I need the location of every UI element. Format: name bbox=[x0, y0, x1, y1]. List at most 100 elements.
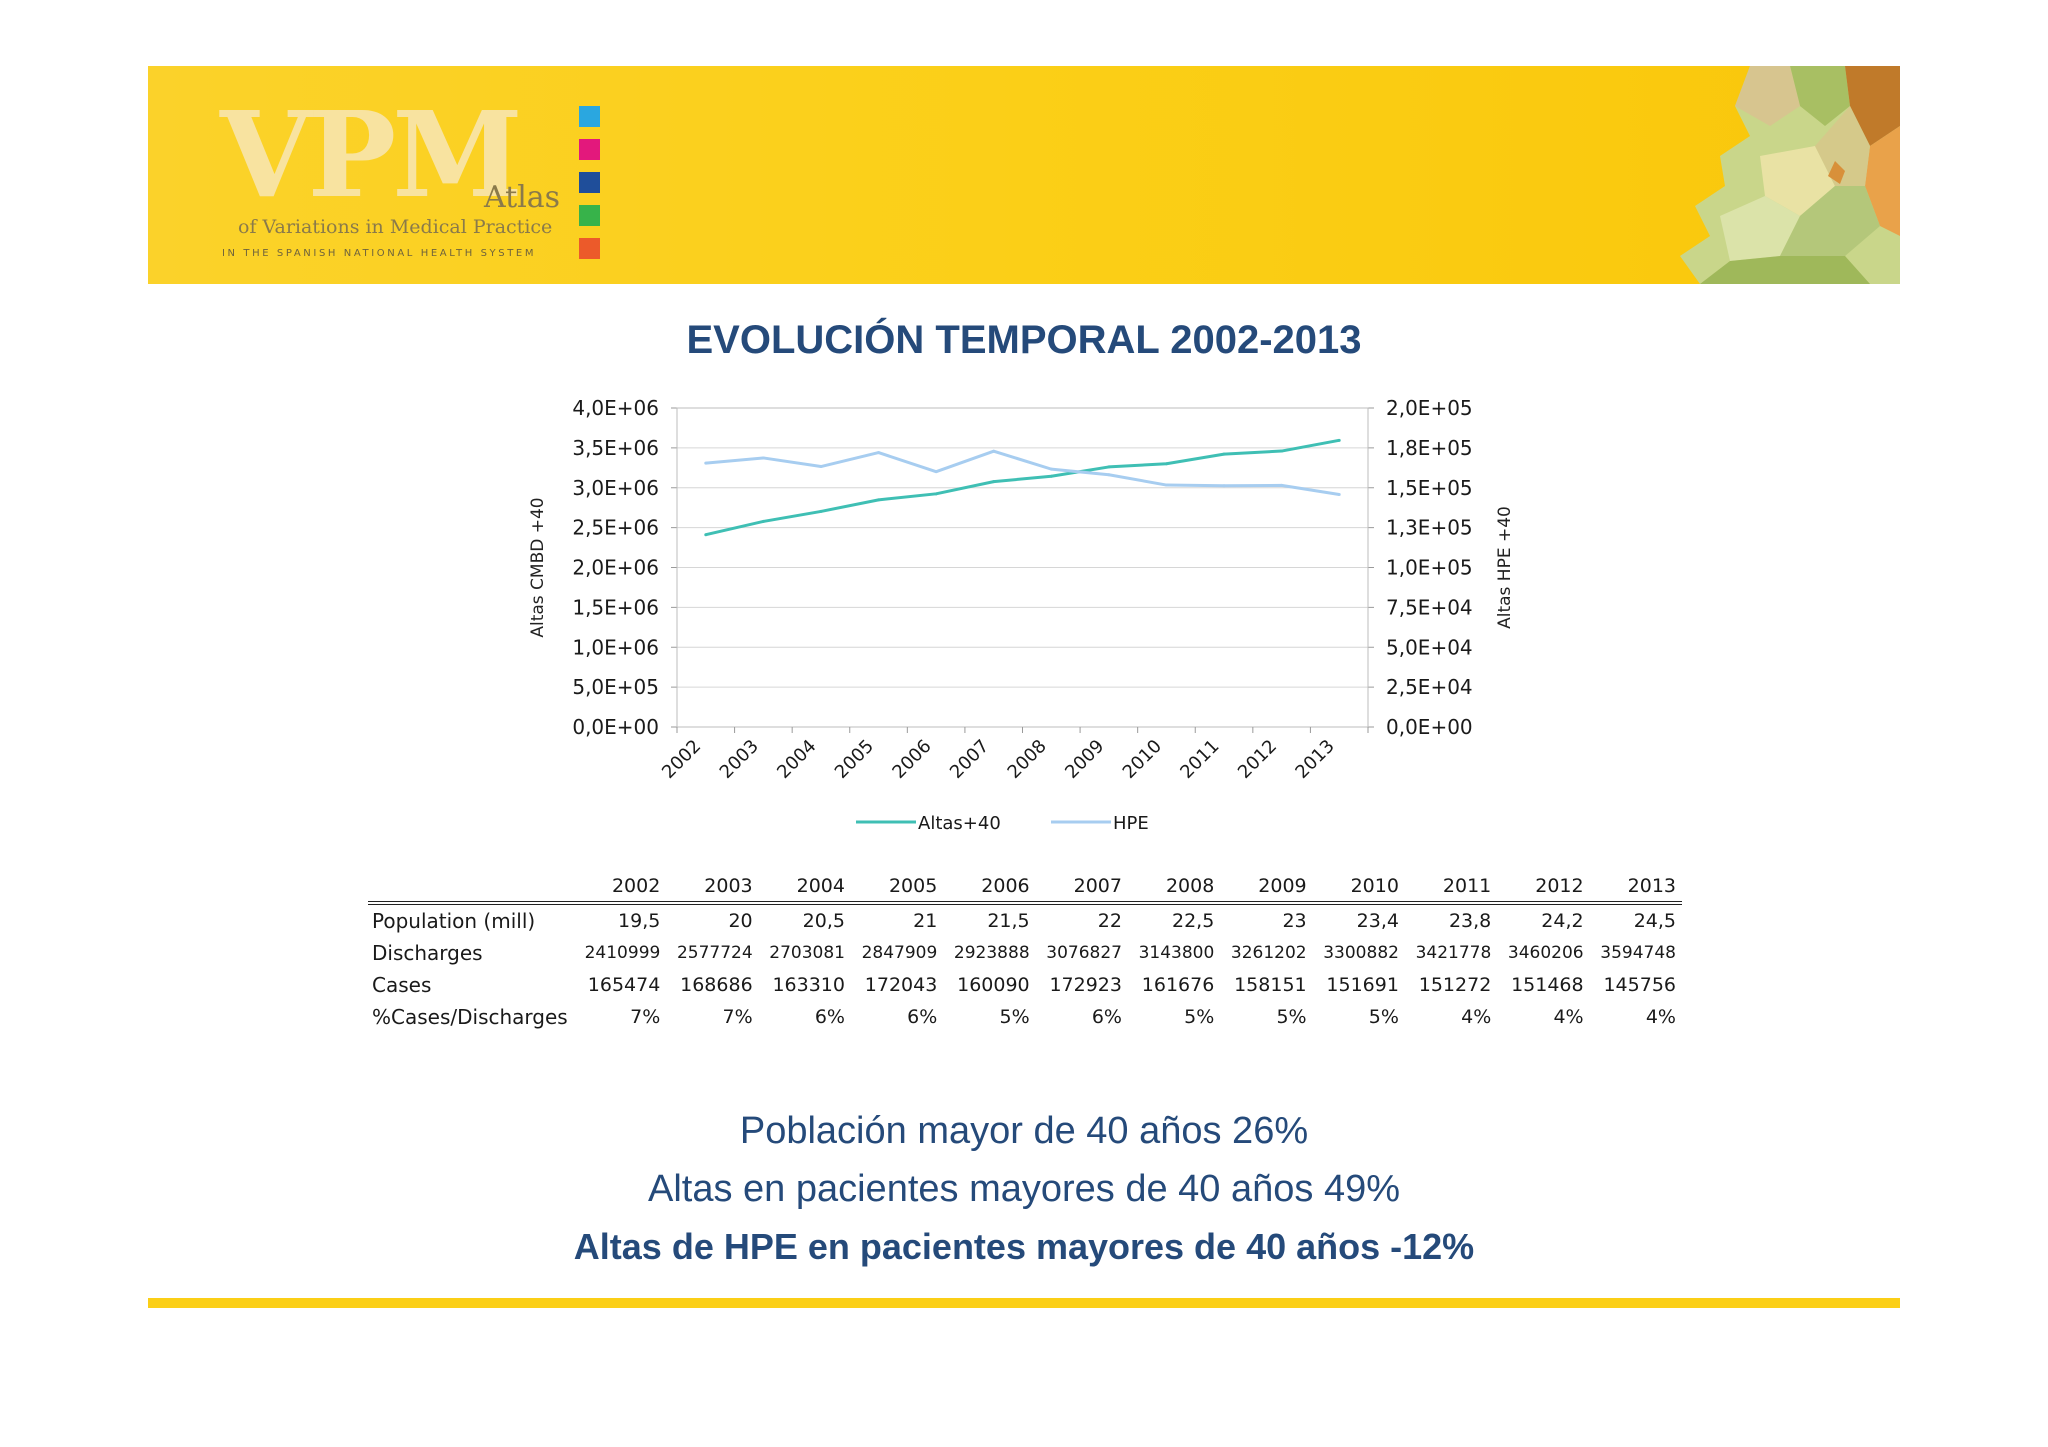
footer-hpe-line: Altas de HPE en pacientes mayores de 40 … bbox=[573, 1226, 1475, 1267]
data-table: 2002 2003 2004 2005 2006 2007 2008 2009 2010 2011… bbox=[368, 873, 1682, 1033]
table-row: %Cases/Discharges 7% 7% 6% 6% 5% 6% 5% 5% 5% 4% 4% 4… bbox=[368, 1001, 1682, 1033]
table-cell: 6% bbox=[814, 1006, 845, 1028]
logo-tagline: IN THE SPANISH NATIONAL HEALTH SYSTEM bbox=[222, 248, 537, 259]
table-cell: 20 bbox=[728, 910, 753, 932]
table-cell: 2410999 bbox=[584, 943, 661, 963]
table-row: Discharges 2410999 2577724 2703081 2847909 29… bbox=[368, 937, 1682, 969]
left-tick-label: 1,0E+06 bbox=[572, 635, 659, 659]
table-cell: 22,5 bbox=[1171, 910, 1215, 932]
x-tick-label: 2002 bbox=[658, 736, 705, 783]
data-point bbox=[1222, 452, 1226, 456]
table-cell: 7% bbox=[630, 1006, 661, 1028]
chart-title: EVOLUCIÓN TEMPORAL 2002-2013 bbox=[686, 318, 1362, 362]
footer-discharges-line: Altas en pacientes mayores de 40 años 49… bbox=[647, 1168, 1401, 1210]
footer-population-line: Población mayor de 40 años 26% bbox=[739, 1110, 1309, 1152]
table-cell: 161676 bbox=[1141, 974, 1215, 996]
right-tick-label: 2,5E+04 bbox=[1386, 675, 1473, 699]
table-cell: 3421778 bbox=[1415, 943, 1492, 963]
left-axis-tick-labels: 0,0E+00 5,0E+05 1,0E+06 1,5E+06 2,0E+06 2,5E+… bbox=[572, 396, 659, 739]
table-header-year: 2008 bbox=[1127, 873, 1221, 905]
table-header-row: 2002 2003 2004 2005 2006 2007 2008 2009 2010 2011… bbox=[368, 873, 1682, 905]
table-cell: 172923 bbox=[1049, 974, 1122, 996]
table-cell: 5% bbox=[1276, 1006, 1307, 1028]
x-tick-label: 2006 bbox=[888, 736, 935, 783]
spain-map-illustration bbox=[1680, 66, 1900, 284]
data-point bbox=[1049, 474, 1053, 478]
left-tick-label: 3,5E+06 bbox=[572, 436, 659, 460]
table-header-year: 2005 bbox=[850, 873, 944, 905]
left-axis-label: Altas CMBD +40 bbox=[528, 497, 548, 637]
left-tick-label: 1,5E+06 bbox=[572, 595, 659, 619]
bottom-divider-bar bbox=[148, 1298, 1900, 1308]
chart-gridlines bbox=[671, 407, 1374, 728]
table-header-year: 2002 bbox=[574, 873, 667, 905]
logo-atlas: Atlas bbox=[484, 180, 561, 215]
x-axis-ticks bbox=[676, 727, 1369, 733]
table-cell: 151272 bbox=[1418, 974, 1492, 996]
x-tick-label: 2009 bbox=[1061, 736, 1108, 783]
table-cell: 5% bbox=[1184, 1006, 1215, 1028]
chart-legend: Altas+40 HPE bbox=[856, 813, 1149, 834]
logo-swatch-green bbox=[579, 205, 600, 226]
data-point bbox=[1280, 483, 1284, 487]
table-header-year: 2012 bbox=[1497, 873, 1590, 905]
table-header-year: 2011 bbox=[1404, 873, 1498, 905]
series-line-hpe bbox=[705, 449, 1340, 497]
table-cell: 6% bbox=[1091, 1006, 1122, 1028]
table-row: Cases 165474 168686 163310 172043 160090 17292… bbox=[368, 969, 1682, 1001]
table-cell: 24,2 bbox=[1541, 910, 1584, 932]
right-tick-label: 1,0E+05 bbox=[1386, 556, 1473, 580]
data-point bbox=[1280, 449, 1284, 453]
data-point bbox=[877, 451, 881, 455]
table-cell: 23,4 bbox=[1356, 910, 1399, 932]
table-cell: 23,8 bbox=[1448, 910, 1492, 932]
right-tick-label: 1,5E+05 bbox=[1386, 476, 1473, 500]
table-cell: 22 bbox=[1097, 910, 1122, 932]
table-cell: 165474 bbox=[587, 974, 661, 996]
table-cell: 2923888 bbox=[953, 943, 1030, 963]
table-cell: 19,5 bbox=[618, 910, 661, 932]
table-row-label: %Cases/Discharges bbox=[372, 1005, 568, 1029]
table-cell: 163310 bbox=[772, 974, 845, 996]
x-tick-label: 2007 bbox=[946, 736, 993, 783]
x-tick-label: 2013 bbox=[1292, 736, 1339, 783]
data-point bbox=[1222, 484, 1226, 488]
legend-label: Altas+40 bbox=[918, 813, 1001, 834]
left-tick-label: 4,0E+06 bbox=[572, 396, 659, 420]
data-point bbox=[1164, 462, 1168, 466]
left-tick-label: 0,0E+00 bbox=[572, 715, 659, 739]
table-cell: 2577724 bbox=[676, 943, 753, 963]
table-header-corner bbox=[368, 873, 574, 905]
table-cell: 160090 bbox=[957, 974, 1030, 996]
table-cell: 2703081 bbox=[769, 943, 845, 963]
x-tick-label: 2012 bbox=[1234, 736, 1281, 783]
table-cell: 158151 bbox=[1234, 974, 1307, 996]
logo-subtitle: of Variations in Medical Practice bbox=[238, 216, 553, 238]
right-tick-label: 2,0E+05 bbox=[1386, 396, 1473, 420]
table-cell: 151468 bbox=[1511, 974, 1584, 996]
table-header-year: 2007 bbox=[1035, 873, 1128, 905]
logo-swatch-blue bbox=[579, 106, 600, 127]
data-point bbox=[1049, 467, 1053, 471]
table-header-year: 2004 bbox=[758, 873, 851, 905]
x-axis-tick-labels: 2002 2003 2004 2005 2006 2007 2008 2009 2010 2011… bbox=[658, 736, 1339, 783]
x-tick-label: 2005 bbox=[831, 736, 878, 783]
table-row-label: Population (mill) bbox=[372, 909, 536, 933]
x-tick-label: 2008 bbox=[1004, 736, 1051, 783]
data-point bbox=[877, 498, 881, 502]
table-cell: 6% bbox=[907, 1006, 938, 1028]
right-tick-label: 5,0E+04 bbox=[1386, 635, 1473, 659]
data-point bbox=[704, 461, 708, 465]
data-point bbox=[761, 519, 765, 523]
data-point bbox=[1337, 493, 1341, 497]
data-point bbox=[934, 470, 938, 474]
table-header-year: 2003 bbox=[666, 873, 759, 905]
data-point bbox=[992, 480, 996, 484]
table-cell: 4% bbox=[1645, 1006, 1676, 1028]
x-tick-label: 2004 bbox=[773, 736, 820, 783]
table-cell: 4% bbox=[1553, 1006, 1584, 1028]
table-cell: 7% bbox=[722, 1006, 753, 1028]
table-cell: 151691 bbox=[1326, 974, 1399, 996]
right-tick-label: 7,5E+04 bbox=[1386, 595, 1473, 619]
table-header-year: 2010 bbox=[1312, 873, 1405, 905]
